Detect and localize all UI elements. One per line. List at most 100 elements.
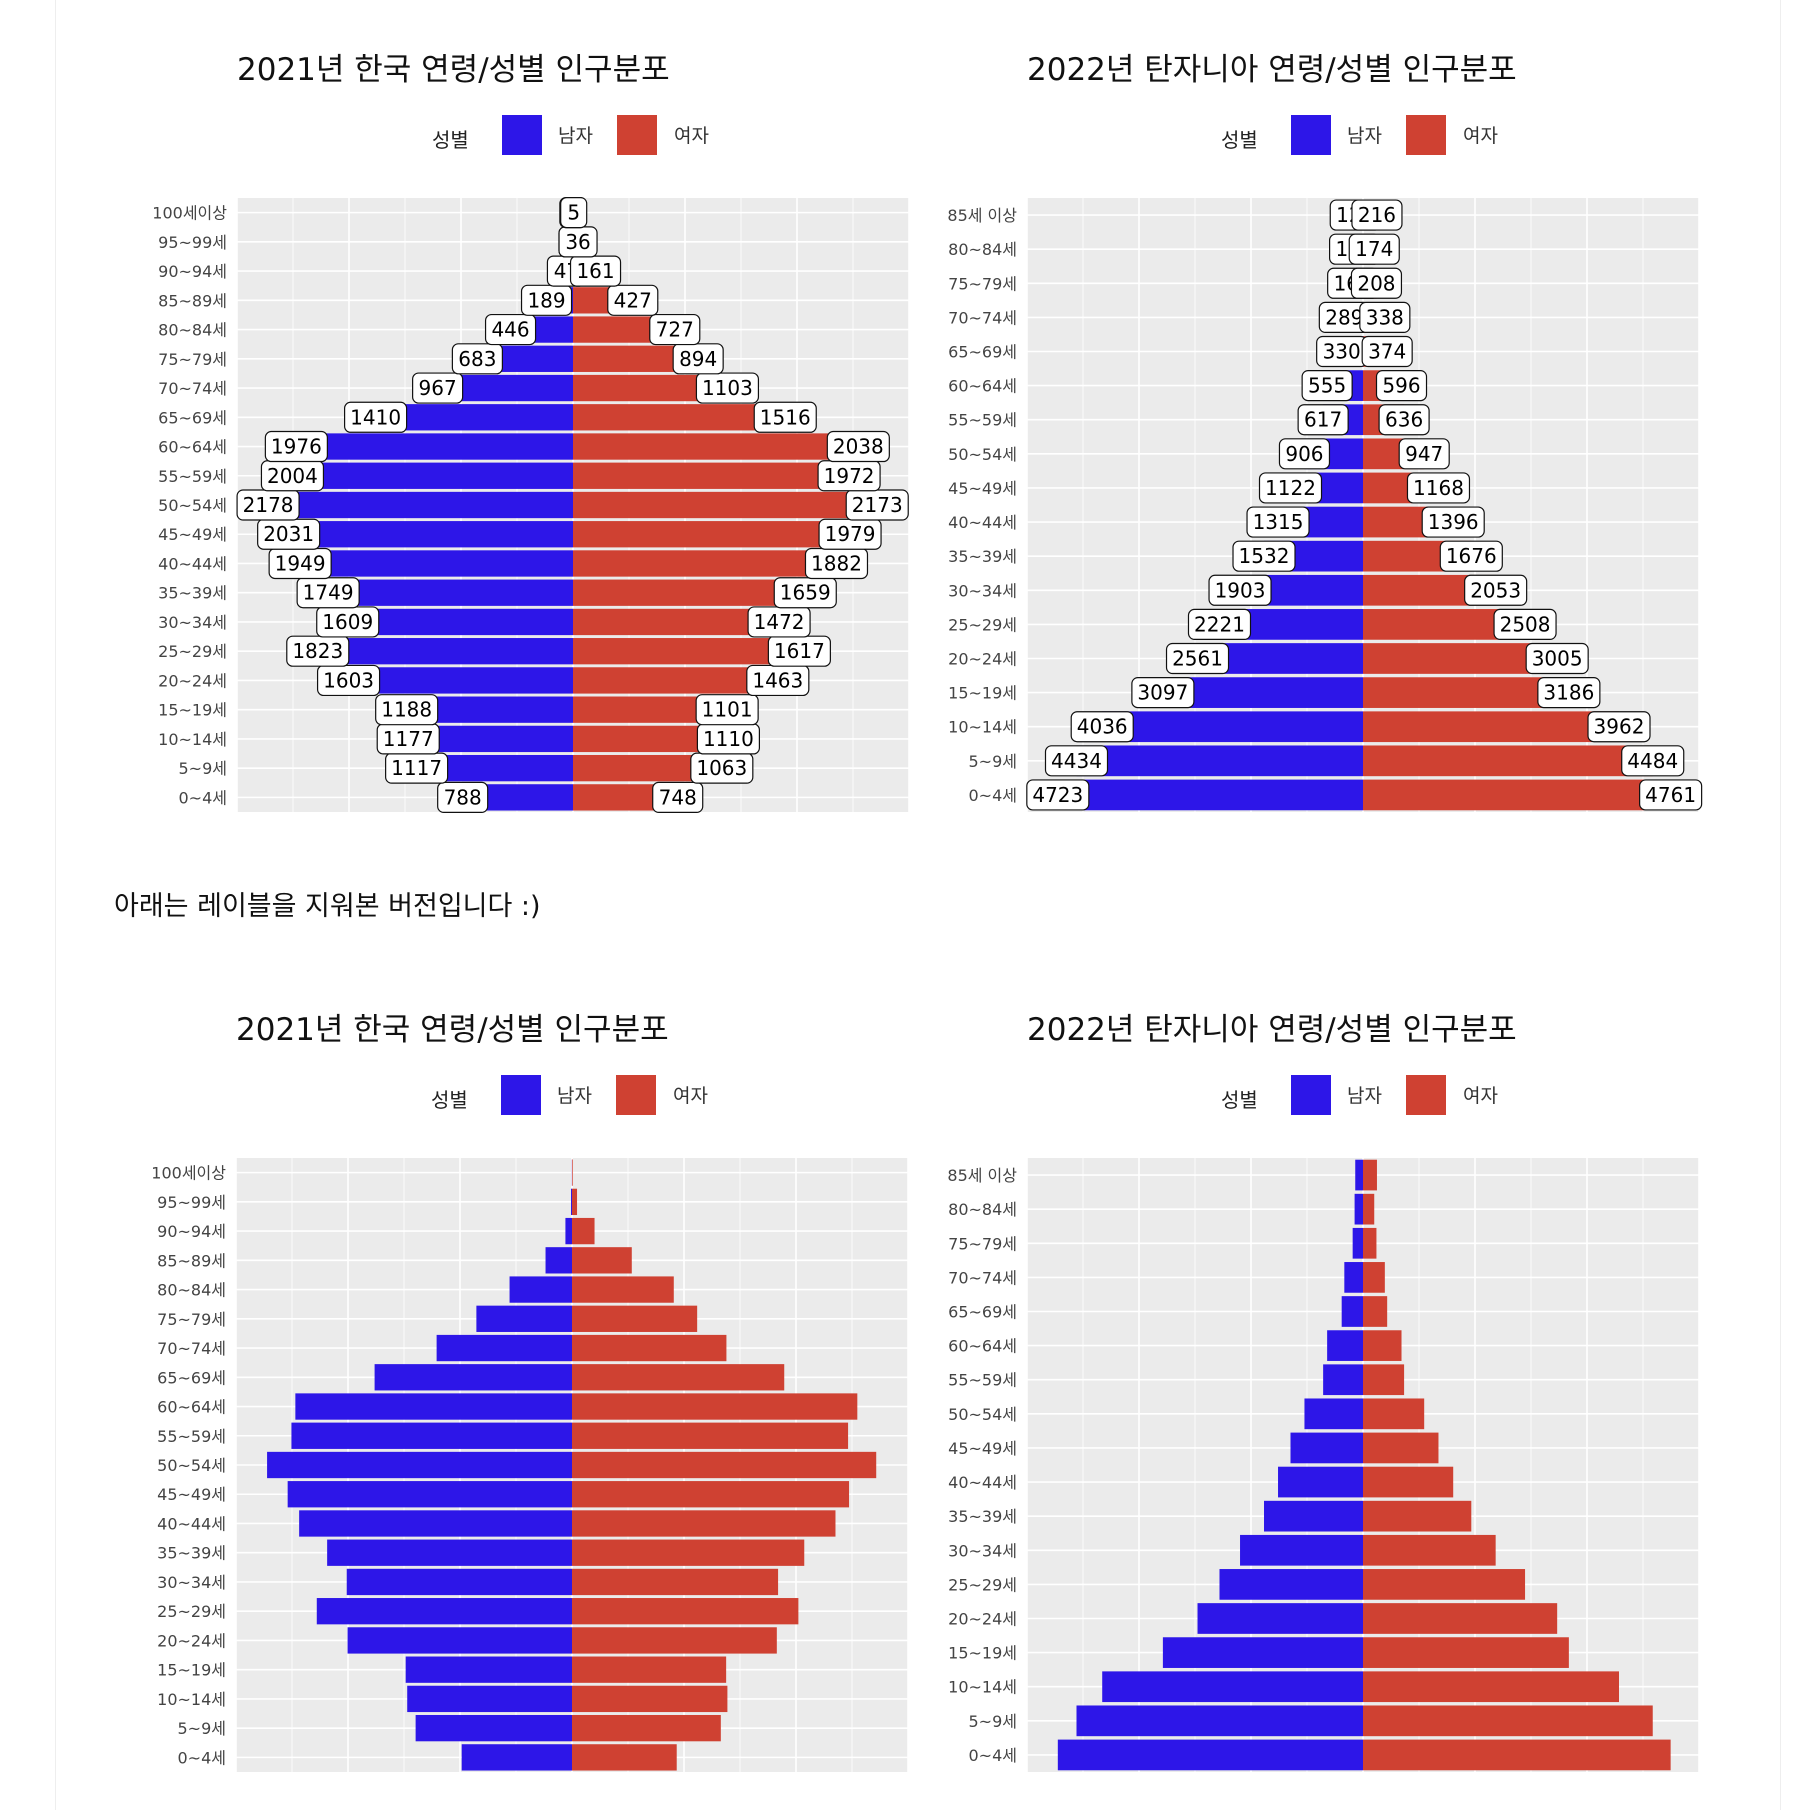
- bar-female: [572, 1217, 595, 1245]
- bar-female: [572, 1656, 727, 1683]
- data-label-male: 2221: [1187, 608, 1252, 640]
- data-label-male: 1749: [296, 577, 360, 609]
- data-label-box: [1406, 472, 1471, 504]
- data-label-female: 338: [1359, 301, 1411, 333]
- chart-title: 2021년 한국 연령/성별 인구분포: [237, 52, 670, 88]
- y-tick-label: 100세이상: [152, 204, 227, 223]
- bar-female: [1363, 1159, 1377, 1191]
- bar-female: [572, 1276, 674, 1303]
- y-tick-label: 5~9세: [969, 1712, 1018, 1731]
- data-label-box: [1278, 438, 1331, 470]
- y-tick-label: 30~34세: [948, 1541, 1017, 1560]
- y-tick-label: 30~34세: [158, 613, 227, 632]
- data-label-box: [1258, 472, 1323, 504]
- data-label-female: 1516: [753, 401, 817, 433]
- bar-male: [347, 608, 573, 636]
- bar-male: [1219, 1569, 1363, 1600]
- bar-female: [1363, 1466, 1454, 1498]
- data-label-text: 1949: [275, 551, 326, 575]
- data-label-box: [1421, 506, 1485, 538]
- data-label-text: 2221: [1194, 612, 1245, 636]
- bar-female: [572, 1685, 728, 1713]
- bar-male: [1162, 677, 1363, 708]
- bar-female: [572, 1451, 877, 1479]
- legend-title: 성별: [1221, 128, 1258, 152]
- data-label-box: [1131, 677, 1195, 709]
- bar-male: [1264, 1500, 1363, 1532]
- bar-female: [1363, 1569, 1526, 1600]
- bar-male: [375, 404, 573, 431]
- data-label-male: 555: [1301, 370, 1353, 402]
- data-label-text: 5: [567, 201, 580, 225]
- y-tick-label: 80~84세: [158, 321, 227, 340]
- y-tick-label: 60~64세: [157, 1398, 226, 1417]
- data-label-female: 1168: [1406, 472, 1471, 504]
- legend-male-label: 남자: [1347, 125, 1382, 147]
- chart-title: 2022년 탄자니아 연령/성별 인구분포: [1027, 52, 1517, 88]
- data-label-text: 4761: [1645, 783, 1696, 807]
- bar-female: [572, 1744, 677, 1771]
- data-label-text: 289: [1325, 305, 1363, 329]
- data-label-female: 3005: [1525, 642, 1589, 675]
- data-label-female: 161: [569, 255, 622, 287]
- bar-male: [509, 1276, 572, 1303]
- data-label-text: 1903: [1215, 578, 1266, 602]
- legend-female-swatch: [1406, 115, 1446, 155]
- bar-female: [1363, 1193, 1375, 1225]
- y-tick-label: 85~89세: [157, 1251, 226, 1270]
- data-label-text: 174: [1355, 237, 1393, 261]
- legend-female-swatch: [1406, 1075, 1446, 1115]
- data-label-box: [1208, 574, 1272, 606]
- data-label-text: 427: [614, 288, 652, 312]
- y-tick-label: 20~24세: [158, 671, 227, 690]
- y-tick-label: 90~94세: [158, 262, 227, 281]
- bar-male: [288, 521, 573, 548]
- data-label-box: [1587, 711, 1651, 743]
- bar-male: [327, 1539, 572, 1566]
- y-tick-label: 30~34세: [157, 1573, 226, 1592]
- bar-male: [1076, 1705, 1363, 1737]
- legend-female-swatch: [616, 1075, 656, 1115]
- bar-male: [299, 1510, 572, 1537]
- y-tick-label: 5~9세: [178, 1719, 227, 1738]
- data-label-female: 596: [1375, 370, 1428, 402]
- data-label-male: 683: [451, 343, 503, 375]
- bar-male: [1341, 1296, 1363, 1327]
- data-label-male: 617: [1297, 404, 1349, 436]
- data-label-box: [1301, 370, 1353, 402]
- data-label-box: [753, 401, 817, 433]
- data-label-female: 1103: [695, 372, 760, 404]
- data-label-text: 374: [1368, 340, 1406, 364]
- bar-male: [436, 1334, 572, 1362]
- data-label-text: 338: [1366, 305, 1404, 329]
- y-tick-label: 30~34세: [948, 581, 1017, 600]
- data-label-text: 947: [1405, 442, 1443, 466]
- data-label-male: 2178: [236, 489, 300, 521]
- legend-female-swatch: [617, 115, 657, 155]
- y-tick-label: 0~4세: [179, 788, 228, 807]
- data-label-female: 208: [1350, 267, 1403, 299]
- data-label-box: [1621, 745, 1685, 777]
- data-label-female: 3962: [1587, 711, 1651, 743]
- data-label-male: 4434: [1044, 745, 1109, 777]
- data-label-text: 1749: [303, 581, 354, 605]
- bar-female: [1363, 1262, 1385, 1293]
- bar-female: [573, 433, 859, 460]
- legend-female-label: 여자: [1463, 125, 1498, 147]
- bar-female: [1363, 1739, 1671, 1771]
- bar-male: [291, 1422, 572, 1449]
- y-tick-label: 60~64세: [158, 438, 227, 457]
- y-tick-label: 35~39세: [948, 547, 1017, 566]
- bar-female: [572, 1247, 632, 1274]
- bar-female: [573, 550, 837, 577]
- y-tick-label: 20~24세: [948, 1610, 1017, 1629]
- data-label-text: 189: [527, 288, 565, 312]
- data-label-text: 2038: [833, 435, 884, 459]
- y-tick-label: 0~4세: [969, 786, 1018, 805]
- data-label-male: 3097: [1131, 677, 1195, 709]
- data-label-box: [1361, 335, 1413, 368]
- bar-male: [1354, 1193, 1363, 1225]
- bar-male: [1057, 779, 1363, 811]
- y-tick-label: 45~49세: [948, 479, 1017, 498]
